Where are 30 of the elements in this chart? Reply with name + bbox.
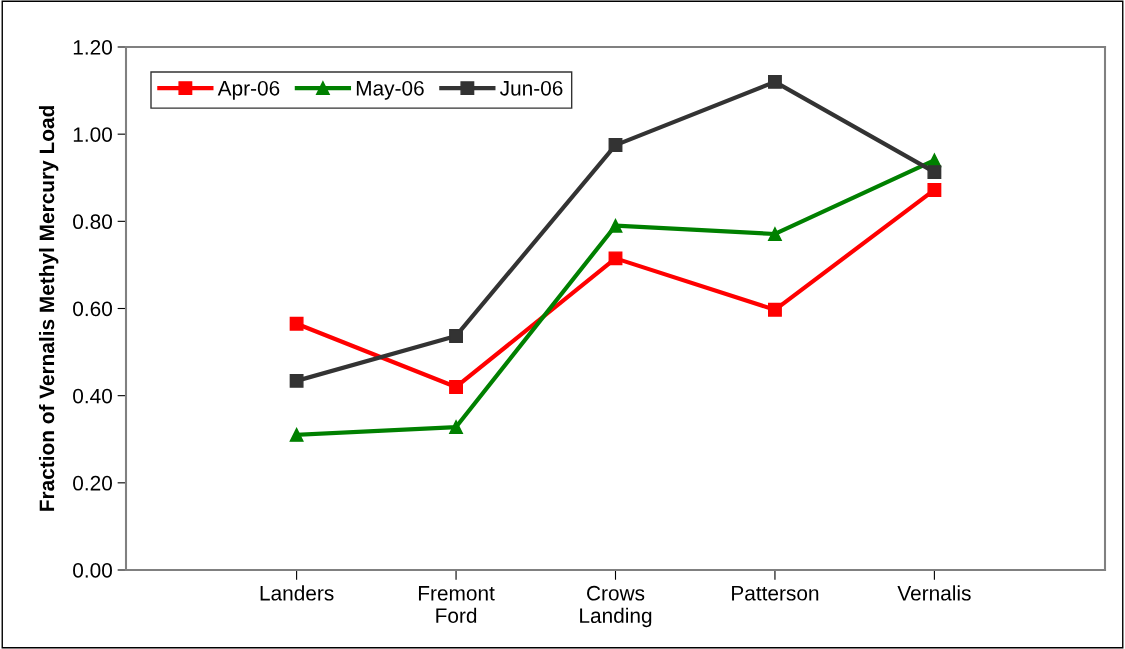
y-tick-label: 0.60	[73, 301, 112, 317]
point	[768, 74, 782, 89]
point	[608, 251, 623, 266]
x-tick-label: Landers	[260, 585, 334, 601]
y-tick-label: 0.40	[73, 388, 112, 404]
point	[289, 373, 304, 388]
legend-label: May-06	[356, 80, 424, 100]
y-tick-label: 0.00	[73, 563, 112, 578]
point	[768, 302, 782, 317]
x-tick-label: Fremont Ford	[418, 586, 495, 624]
point	[608, 138, 623, 153]
point	[289, 316, 304, 331]
y-tick-label: 1.20	[73, 40, 112, 55]
point	[608, 218, 623, 233]
x-tick-label: Crows Landing	[580, 585, 652, 628]
point	[768, 227, 782, 241]
point	[927, 165, 942, 180]
x-tick-label: Patterson	[732, 586, 819, 601]
y-tick-label: 0.80	[73, 214, 112, 230]
point	[449, 329, 463, 343]
point	[449, 420, 463, 434]
legend-label: Jun-06	[499, 80, 563, 96]
x-tick-label: Vernalis	[897, 585, 971, 601]
legend-label: Apr-06	[217, 80, 280, 100]
y-axis-title: Fraction of Vernalis Methyl Mercury Load	[38, 106, 59, 511]
y-tick-label: 0.20	[73, 475, 112, 491]
point	[289, 427, 304, 442]
y-tick-label: 1.00	[73, 127, 112, 142]
point	[927, 183, 942, 197]
point	[449, 380, 463, 394]
